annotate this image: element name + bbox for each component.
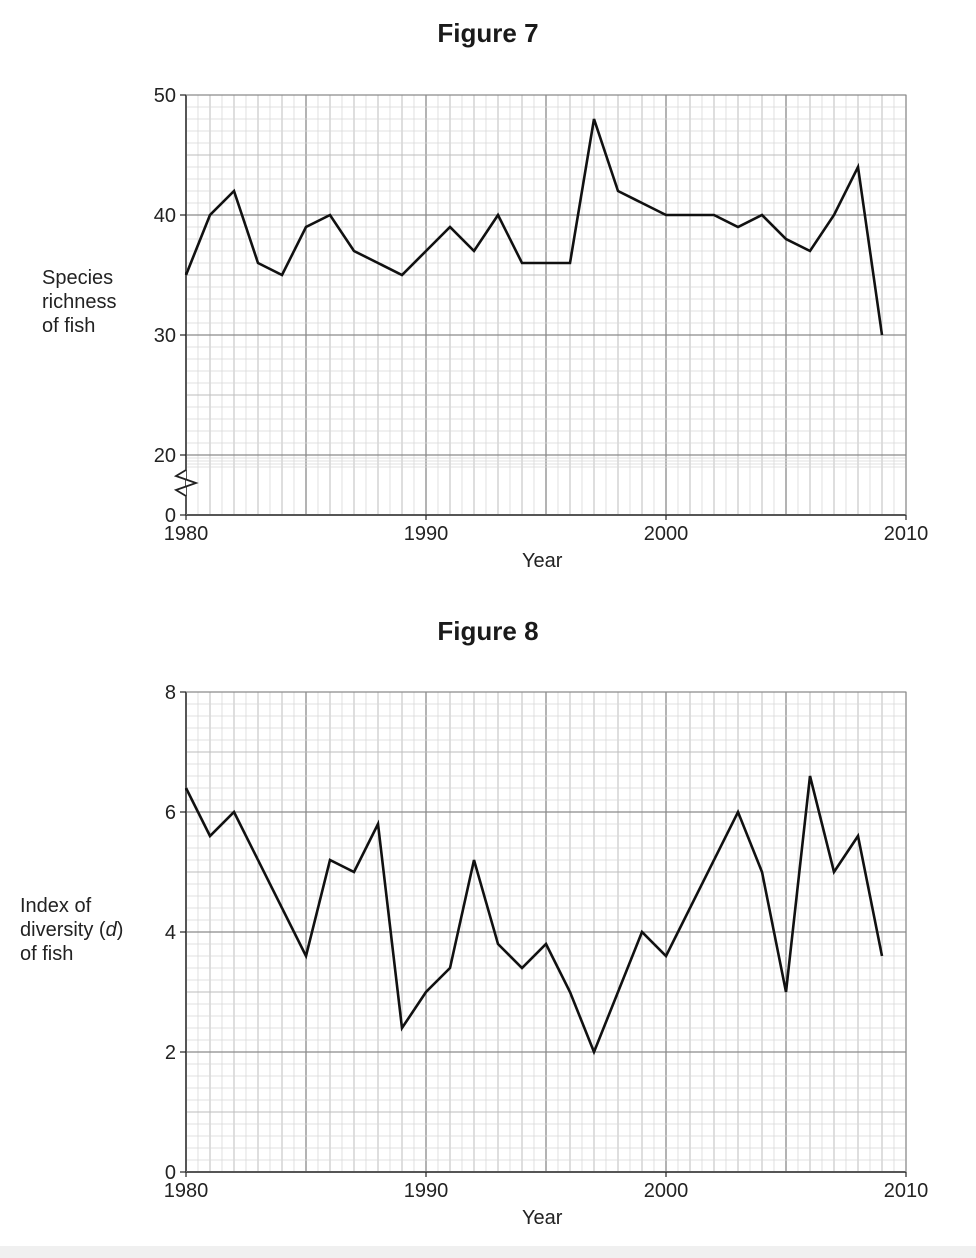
x-tick-label: 2000 xyxy=(644,1180,689,1202)
figure-8-title: Figure 8 xyxy=(437,616,539,646)
y-label-line: diversity (d) xyxy=(20,919,124,941)
x-tick-label: 1980 xyxy=(164,523,209,545)
figure-8-y-axis-label: Index of diversity (d) of fish xyxy=(20,894,123,966)
page-bottom-strip xyxy=(0,1246,976,1258)
y-tick-label: 40 xyxy=(154,205,176,227)
y-tick-label: 30 xyxy=(154,325,176,347)
y-tick-label: 6 xyxy=(165,802,176,824)
y-label-line: of fish xyxy=(42,315,96,337)
y-tick-label: 50 xyxy=(154,85,176,107)
y-tick-label: 0 xyxy=(165,505,176,527)
data-line xyxy=(184,118,884,336)
y-label-line: richness xyxy=(42,291,117,313)
y-tick-label: 4 xyxy=(165,922,176,944)
data-line xyxy=(184,775,884,1056)
y-tick-label: 2 xyxy=(165,1042,176,1064)
figure-7-x-axis-label: Year xyxy=(522,550,563,572)
y-tick-label: 0 xyxy=(165,1162,176,1184)
figure-8-x-axis-label: Year xyxy=(522,1207,563,1229)
y-tick-label: 8 xyxy=(165,682,176,704)
y-label-line: Index of xyxy=(20,895,92,917)
x-tick-label: 2010 xyxy=(884,523,929,545)
x-tick-label: 1990 xyxy=(404,523,449,545)
figure-7-title: Figure 7 xyxy=(437,18,539,48)
y-tick-label: 20 xyxy=(154,445,176,467)
x-tick-label: 1990 xyxy=(404,1180,449,1202)
axis-break-icon xyxy=(173,469,199,497)
y-label-line: of fish xyxy=(20,943,74,965)
x-tick-label: 2010 xyxy=(884,1180,929,1202)
y-label-line: Species xyxy=(42,267,114,289)
figure-7-y-axis-label: Species richness of fish xyxy=(42,266,116,338)
x-tick-label: 1980 xyxy=(164,1180,209,1202)
figure-7-chart: 0 20 30 40 50 1980 1990 2000 2010 xyxy=(154,85,929,545)
x-tick-label: 2000 xyxy=(644,523,689,545)
